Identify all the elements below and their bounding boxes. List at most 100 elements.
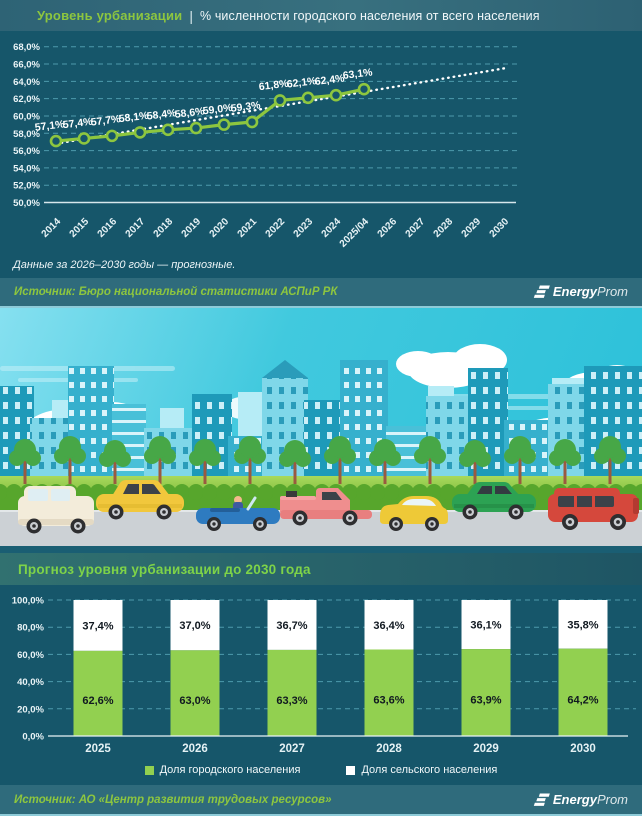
forecast-section-title: Прогноз уровня урбанизации до 2030 года bbox=[18, 561, 311, 577]
legend-label-rural: Доля сельского населения bbox=[361, 764, 498, 776]
svg-text:2027: 2027 bbox=[404, 216, 428, 240]
svg-text:36,7%: 36,7% bbox=[276, 620, 307, 632]
svg-text:2026: 2026 bbox=[376, 216, 400, 240]
forecast-note: Данные за 2026–2030 годы — прогнозные. bbox=[0, 252, 642, 278]
svg-text:100,0%: 100,0% bbox=[12, 596, 45, 607]
legend-item-urban: Доля городского населения bbox=[144, 764, 301, 776]
svg-text:56,0%: 56,0% bbox=[13, 146, 40, 157]
svg-text:2024: 2024 bbox=[320, 216, 344, 240]
svg-text:37,4%: 37,4% bbox=[82, 620, 113, 632]
svg-text:52,0%: 52,0% bbox=[13, 181, 40, 192]
svg-text:40,0%: 40,0% bbox=[17, 677, 44, 688]
svg-text:2018: 2018 bbox=[152, 216, 176, 240]
car-blue-convertible bbox=[196, 496, 280, 531]
svg-text:63,0%: 63,0% bbox=[179, 695, 210, 707]
city-illustration bbox=[0, 308, 642, 553]
svg-text:35,8%: 35,8% bbox=[567, 619, 598, 631]
legend-swatch-rural bbox=[346, 765, 356, 775]
svg-text:36,1%: 36,1% bbox=[470, 620, 501, 632]
svg-text:2026: 2026 bbox=[182, 743, 208, 755]
svg-text:2029: 2029 bbox=[460, 216, 484, 240]
svg-text:63,1%: 63,1% bbox=[342, 66, 374, 82]
page-title: Уровень урбанизации bbox=[37, 8, 183, 23]
svg-text:60,0%: 60,0% bbox=[17, 650, 44, 661]
svg-text:2028: 2028 bbox=[376, 743, 402, 755]
forecast-stacked-bar-chart: 100,0% 80,0% 60,0% 40,0% 20,0% 0,0% 37,4% 62,6%… bbox=[0, 585, 642, 755]
svg-text:61,8%: 61,8% bbox=[258, 78, 290, 94]
svg-text:2017: 2017 bbox=[124, 216, 148, 240]
svg-text:2025: 2025 bbox=[85, 743, 111, 755]
legend-swatch-urban bbox=[144, 765, 154, 775]
illustration-footer-strip bbox=[0, 546, 642, 553]
car-pink-pickup bbox=[280, 488, 372, 526]
car-green-sedan bbox=[452, 482, 536, 520]
svg-text:62,0%: 62,0% bbox=[13, 94, 40, 105]
forecast-section-header: Прогноз уровня урбанизации до 2030 года bbox=[0, 553, 642, 585]
bar-chart-svg: 100,0% 80,0% 60,0% 40,0% 20,0% 0,0% 37,4% 62,6%… bbox=[12, 596, 636, 755]
title-separator: | bbox=[189, 7, 194, 24]
energyprom-logo-2: EnergyProm bbox=[533, 791, 628, 809]
legend-item-rural: Доля сельского населения bbox=[346, 764, 497, 776]
svg-text:57,4%: 57,4% bbox=[62, 116, 94, 132]
svg-text:80,0%: 80,0% bbox=[17, 623, 44, 634]
logo-text-light: Prom bbox=[596, 284, 628, 299]
svg-text:64,2%: 64,2% bbox=[567, 694, 598, 706]
svg-text:58,1%: 58,1% bbox=[118, 110, 150, 126]
tree-row bbox=[9, 436, 626, 484]
svg-text:63,9%: 63,9% bbox=[470, 695, 501, 707]
svg-text:59,0%: 59,0% bbox=[202, 102, 234, 118]
legend-label-urban: Доля городского населения bbox=[159, 764, 301, 776]
svg-text:2014: 2014 bbox=[40, 216, 64, 240]
svg-text:64,0%: 64,0% bbox=[13, 77, 40, 88]
svg-text:2025/04: 2025/04 bbox=[338, 216, 372, 250]
svg-text:58,0%: 58,0% bbox=[13, 129, 40, 140]
energyprom-logo: EnergyProm bbox=[533, 283, 628, 301]
svg-text:54,0%: 54,0% bbox=[13, 163, 40, 174]
svg-text:68,0%: 68,0% bbox=[13, 42, 40, 53]
svg-text:37,0%: 37,0% bbox=[179, 620, 210, 632]
svg-text:60,0%: 60,0% bbox=[13, 111, 40, 122]
line-chart-svg: 68,0% 66,0% 64,0% 62,0% 60,0% 58,0% 56,0% 54,0%… bbox=[13, 42, 518, 250]
svg-text:36,4%: 36,4% bbox=[373, 620, 404, 632]
source-label-1: Источник: Бюро национальной статистики А… bbox=[14, 286, 338, 298]
svg-text:2019: 2019 bbox=[180, 216, 204, 240]
source-bar-1: Источник: Бюро национальной статистики А… bbox=[0, 278, 642, 308]
logo-text-bold: Energy bbox=[552, 284, 597, 299]
svg-text:2029: 2029 bbox=[473, 743, 499, 755]
car-cream-van bbox=[18, 486, 94, 534]
svg-text:2027: 2027 bbox=[279, 743, 305, 755]
svg-text:2022: 2022 bbox=[264, 216, 288, 240]
urbanization-line-chart: 68,0% 66,0% 64,0% 62,0% 60,0% 58,0% 56,0% 54,0%… bbox=[0, 31, 642, 252]
svg-text:63,3%: 63,3% bbox=[276, 695, 307, 707]
svg-text:0,0%: 0,0% bbox=[22, 732, 44, 743]
energyprom-icon bbox=[533, 285, 550, 298]
source-bar-2: Источник: АО «Центр развития трудовых ре… bbox=[0, 785, 642, 816]
svg-text:57,7%: 57,7% bbox=[90, 113, 122, 129]
svg-text:2016: 2016 bbox=[96, 216, 120, 240]
car-yellow-hatchback bbox=[380, 496, 448, 531]
svg-text:2015: 2015 bbox=[68, 216, 92, 240]
svg-text:2030: 2030 bbox=[488, 216, 512, 240]
energyprom-icon-2 bbox=[533, 793, 550, 806]
svg-text:58,6%: 58,6% bbox=[174, 105, 206, 121]
svg-text:57,1%: 57,1% bbox=[34, 118, 66, 134]
svg-text:2028: 2028 bbox=[432, 216, 456, 240]
svg-text:63,6%: 63,6% bbox=[373, 695, 404, 707]
source-label-2: Источник: АО «Центр развития трудовых ре… bbox=[14, 793, 332, 806]
svg-text:2030: 2030 bbox=[570, 743, 596, 755]
page-subtitle: % численности городского населения от вс… bbox=[200, 8, 540, 23]
svg-text:2020: 2020 bbox=[208, 216, 232, 240]
svg-text:62,1%: 62,1% bbox=[286, 75, 318, 91]
car-yellow-sedan bbox=[96, 480, 184, 520]
svg-text:66,0%: 66,0% bbox=[13, 60, 40, 71]
svg-text:2021: 2021 bbox=[236, 216, 260, 240]
logo-text-bold-2: Energy bbox=[552, 791, 597, 807]
svg-text:62,4%: 62,4% bbox=[314, 72, 346, 88]
svg-text:59,3%: 59,3% bbox=[230, 99, 262, 115]
chart-legend: Доля городского населения Доля сельского… bbox=[0, 755, 642, 785]
svg-text:20,0%: 20,0% bbox=[17, 704, 44, 715]
logo-text-light-2: Prom bbox=[596, 791, 628, 807]
svg-text:2023: 2023 bbox=[292, 216, 316, 240]
svg-text:62,6%: 62,6% bbox=[82, 695, 113, 707]
svg-text:58,4%: 58,4% bbox=[146, 107, 178, 123]
